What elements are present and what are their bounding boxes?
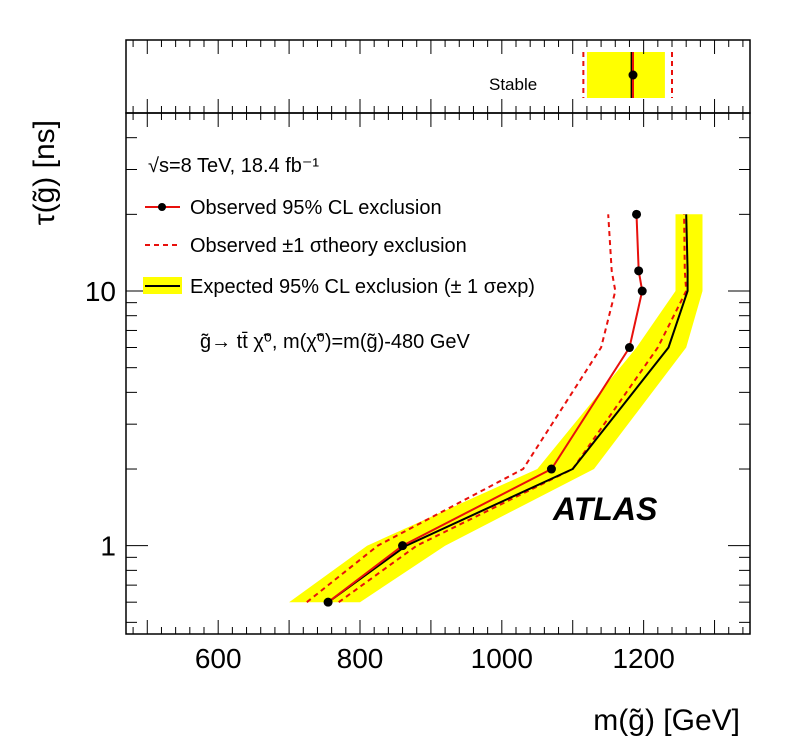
legend-observed-marker: [158, 203, 166, 211]
main-panel-ticks: [126, 112, 750, 634]
x-tick-label: 800: [337, 643, 384, 674]
observed-point: [634, 266, 644, 276]
y-axis-title: τ(g̃) [ns]: [28, 120, 61, 225]
x-tick-label: 1000: [471, 643, 533, 674]
y-tick-labels: 1 10: [85, 276, 116, 562]
observed-point: [398, 541, 408, 551]
observed-point: [632, 209, 642, 219]
stable-label: Stable: [489, 75, 537, 94]
main-panel-frame: [125, 112, 751, 635]
y-tick-label: 1: [100, 531, 116, 562]
legend-expected-label: Expected 95% CL exclusion (± 1 σexp): [190, 276, 535, 298]
observed-theory-down-line: [338, 214, 688, 604]
legend-observed-label: Observed 95% CL exclusion: [190, 197, 442, 219]
x-tick-labels: 600 800 1000 1200: [195, 643, 675, 674]
legend: Observed 95% CL exclusion Observed ±1 σt…: [143, 197, 535, 298]
observed-point: [637, 286, 647, 296]
stable-expected-band: [586, 52, 665, 98]
stable-panel-ticks: [132, 40, 744, 113]
atlas-label: ATLAS: [552, 491, 658, 527]
process-annotation: g̃→ tt̄ χ̃⁰, m(χ̃⁰)=m(g̃)-480 GeV: [200, 331, 471, 353]
energy-lumi-annotation: √s=8 TeV, 18.4 fb⁻¹: [148, 155, 319, 177]
stable-band-layer: [582, 52, 673, 98]
stable-observed-point: [628, 70, 638, 80]
observed-point: [323, 597, 333, 607]
legend-theory-label: Observed ±1 σtheory exclusion: [190, 235, 467, 257]
x-tick-label: 600: [195, 643, 242, 674]
observed-point: [624, 343, 634, 353]
x-axis-title: m(g̃) [GeV]: [593, 704, 740, 737]
y-tick-label: 10: [85, 276, 116, 307]
curve-layer: [306, 209, 689, 607]
stable-panel: Stable: [125, 39, 751, 114]
main-panel: 600 800 1000 1200 1 10: [85, 112, 751, 674]
x-tick-label: 1200: [612, 643, 674, 674]
observed-theory-up-line: [306, 214, 617, 603]
observed-point: [546, 464, 556, 474]
